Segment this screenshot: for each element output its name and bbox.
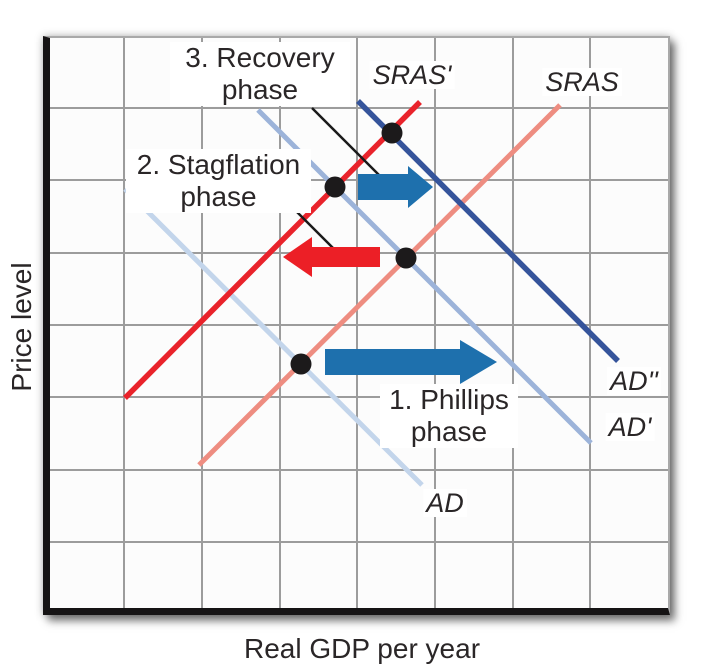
recovery-phase-label-line1: 3. Recovery <box>185 42 335 73</box>
stagflation-phase-label-line1: 2. Stagflation <box>136 149 301 180</box>
plot-area: 3. Recovery phase 2. Stagflation phase 1… <box>43 36 670 615</box>
stagflation-phase-label: 2. Stagflation phase <box>126 149 311 213</box>
shift-arrow-head-right <box>460 340 497 384</box>
recovery-phase-label-line2: phase <box>221 74 299 105</box>
ad-double-prime-curve-label: AD'' <box>607 367 661 395</box>
x-axis-label: Real GDP per year <box>243 633 481 664</box>
phillips-phase-label-line1: 1. Phillips <box>389 384 509 415</box>
y-axis-label: Price level <box>6 262 37 392</box>
shift-arrow-body <box>358 174 408 200</box>
sras-curve-label: SRAS <box>542 68 622 96</box>
shift-arrow-head-left <box>283 237 312 277</box>
shift-arrow-body <box>325 349 460 375</box>
label-pointer-line <box>311 107 384 180</box>
ad-curve-label: AD <box>423 489 467 517</box>
equilibrium-point <box>324 176 346 198</box>
equilibrium-point <box>395 247 417 269</box>
recovery-phase-label: 3. Recovery phase <box>170 42 350 106</box>
phillips-phase-label-line2: phase <box>410 416 488 447</box>
sras-prime-curve-label: SRAS' <box>369 61 455 89</box>
ad-prime-curve-label: AD' <box>605 413 655 441</box>
curve-ad <box>123 187 424 487</box>
curve-sras-prime <box>123 100 422 400</box>
stagflation-phase-label-line2: phase <box>180 181 257 212</box>
plot-canvas <box>50 38 668 608</box>
shift-arrow-head-right <box>408 166 433 208</box>
shift-arrow-body <box>312 247 380 267</box>
curve-ad-prime-prime <box>356 99 620 363</box>
curve-ad-prime <box>256 108 593 445</box>
equilibrium-point <box>290 353 312 375</box>
equilibrium-point <box>381 122 403 144</box>
curve-sras <box>197 103 562 467</box>
phillips-phase-label: 1. Phillips phase <box>380 384 518 448</box>
